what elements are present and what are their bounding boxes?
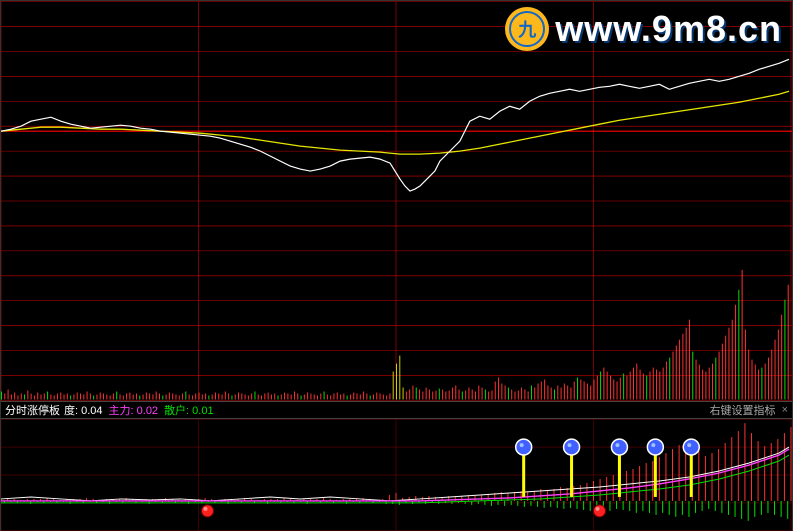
indicator-metrics: 度: 0.04 主力: 0.02 散户: 0.01 — [64, 402, 220, 418]
logo-glyph: 九 — [518, 16, 536, 42]
watermark: 九 www.9m8.cn — [505, 7, 782, 51]
stock-chart-panel: 九 www.9m8.cn 分时涨停板 度: 0.04 主力: 0.02 散户: 0.… — [0, 0, 793, 531]
watermark-url: www.9m8.cn — [555, 8, 782, 50]
settings-label: 右键设置指标 — [710, 402, 776, 418]
indicator-metric: 主力: 0.02 — [109, 405, 159, 417]
sub-indicator-chart[interactable] — [1, 419, 792, 531]
indicator-settings-hint[interactable]: 右键设置指标 × — [710, 402, 788, 418]
indicator-metric: 度: 0.04 — [64, 405, 103, 417]
indicator-label-row: 分时涨停板 度: 0.04 主力: 0.02 散户: 0.01 右键设置指标 × — [1, 401, 792, 419]
main-price-chart[interactable] — [1, 1, 792, 401]
close-icon[interactable]: × — [782, 404, 788, 416]
indicator-metric: 散户: 0.01 — [164, 405, 214, 417]
indicator-title: 分时涨停板 — [5, 402, 60, 418]
site-logo: 九 — [505, 7, 549, 51]
